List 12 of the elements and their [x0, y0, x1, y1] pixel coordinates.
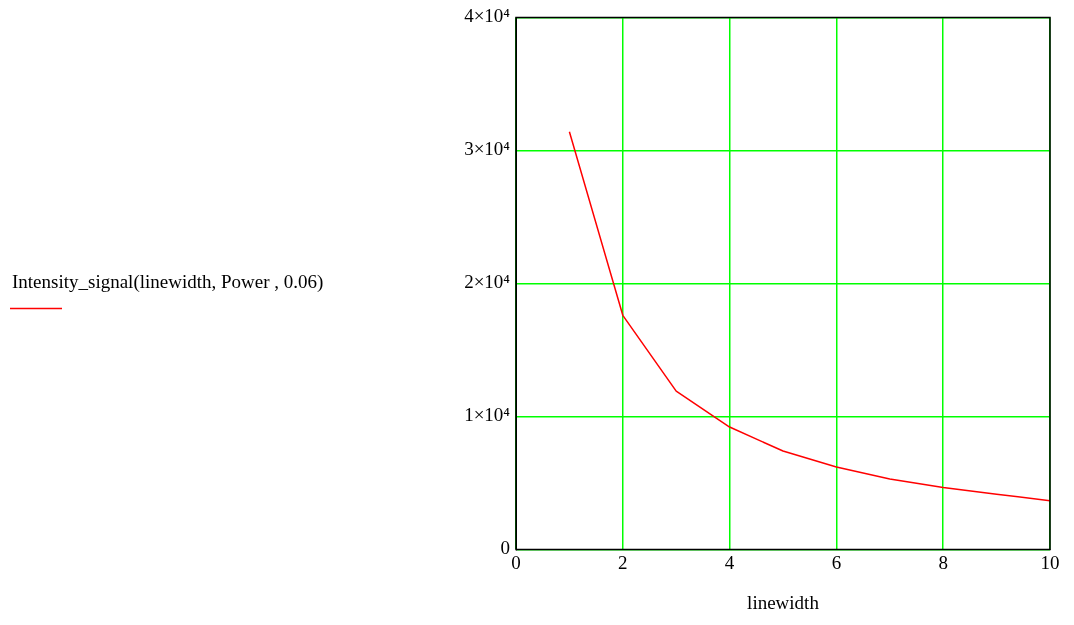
x-axis-title: linewidth: [747, 591, 820, 613]
text: Intensity_signal(linewidth, Power , 0.06): [12, 271, 324, 294]
y-tick-label: 4×10⁴: [464, 5, 511, 27]
x-tick-label: 10: [1040, 551, 1060, 573]
x-tick-label: 2: [618, 551, 628, 573]
y-tick-label: 0: [500, 537, 510, 559]
y-tick-label: 1×10⁴: [464, 404, 511, 426]
x-tick-label: 4: [724, 551, 735, 573]
y-tick-label: 3×10⁴: [464, 138, 511, 160]
x-tick-label: 8: [938, 551, 948, 573]
x-tick-label: 6: [831, 551, 842, 573]
y-tick-label: 2×10⁴: [464, 271, 511, 293]
